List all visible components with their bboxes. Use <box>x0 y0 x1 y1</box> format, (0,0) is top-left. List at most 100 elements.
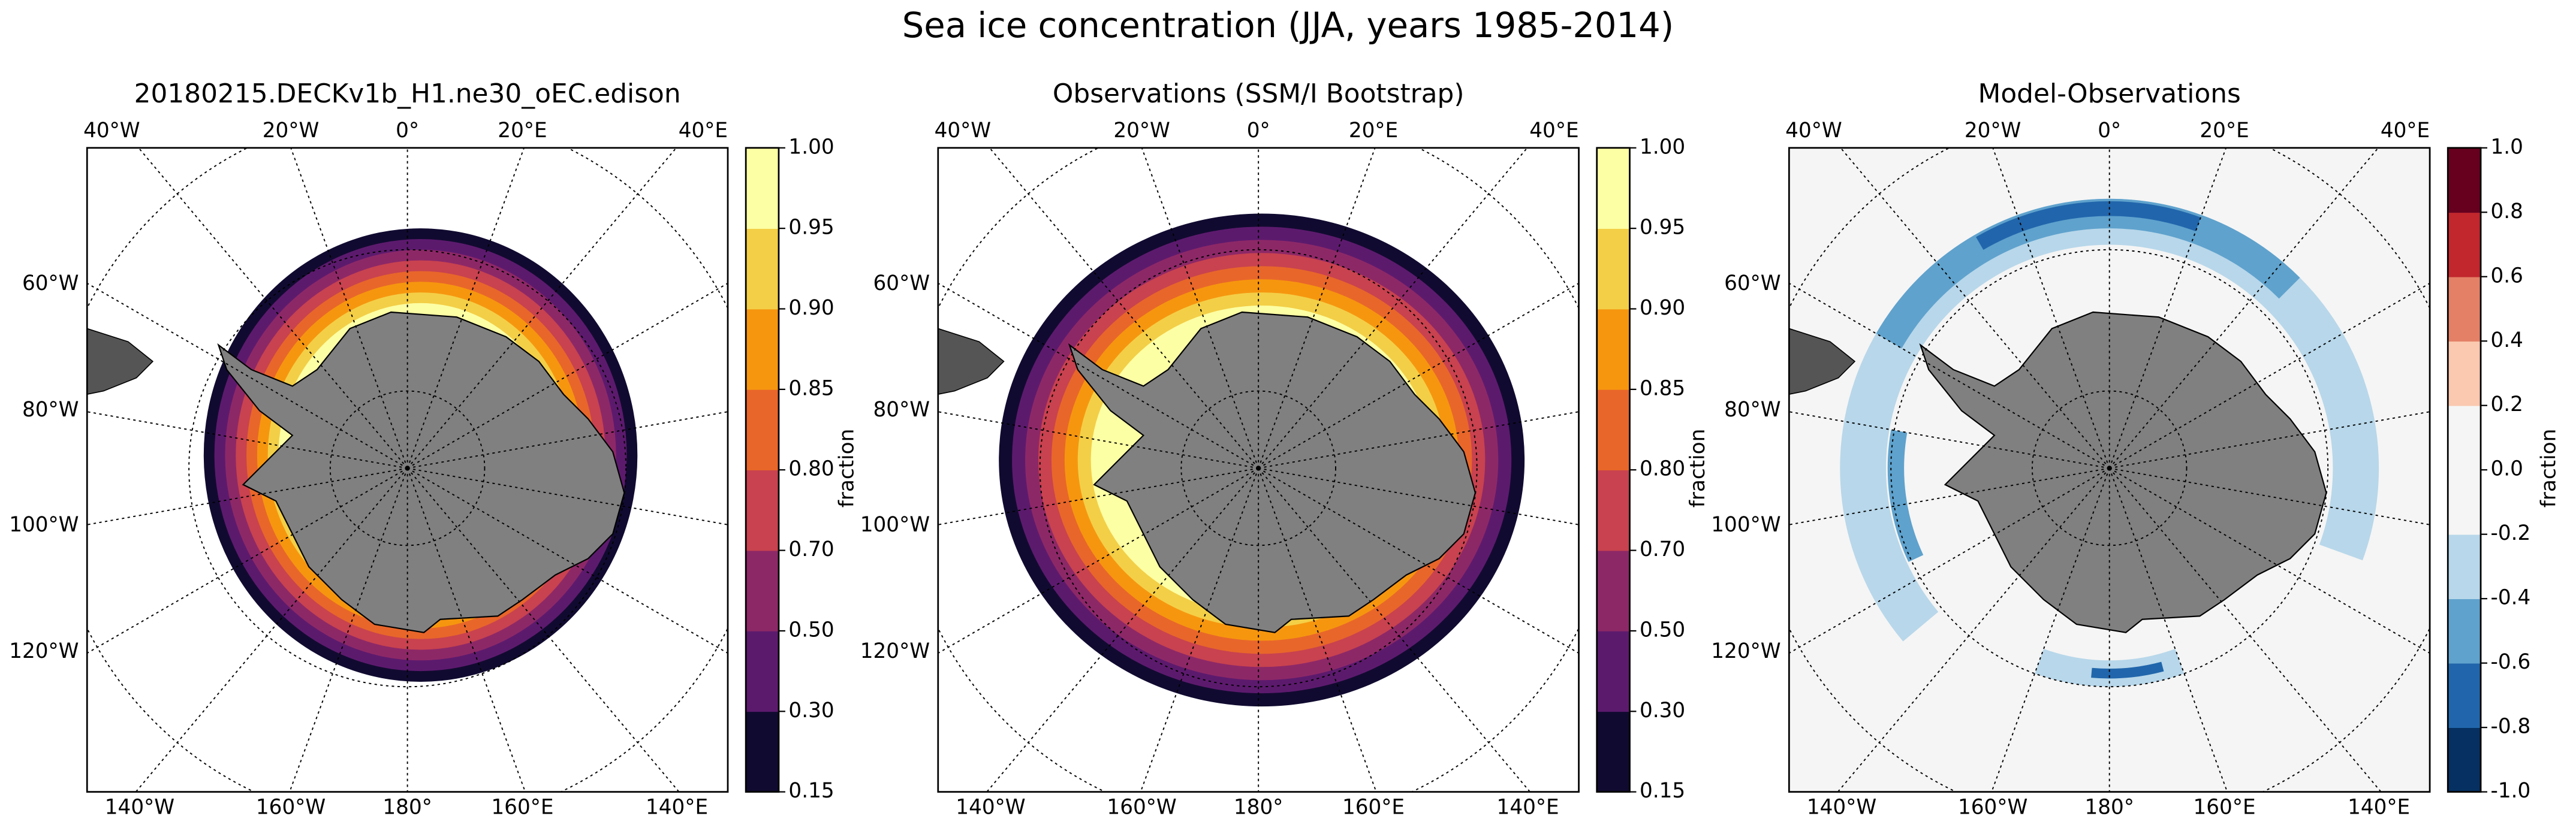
lon-label: 20°E <box>2200 119 2249 143</box>
colorbar-segment <box>2448 534 2481 600</box>
colorbar-tick-label: 0.85 <box>788 376 834 400</box>
colorbar-segment <box>2448 470 2481 535</box>
colorbar-tick-label: 0.6 <box>2490 264 2523 288</box>
colorbar-tick-label: 0.90 <box>788 296 834 320</box>
south-america <box>87 328 154 395</box>
map <box>1789 147 2430 792</box>
anomaly <box>2091 661 2164 679</box>
lon-label: 0° <box>1247 119 1270 143</box>
antarctica <box>217 311 625 633</box>
lon-label: 40°E <box>679 119 728 143</box>
lon-label: 160°E <box>1342 796 1405 820</box>
lon-label: 20°W <box>1113 119 1170 143</box>
lon-label: 120°W <box>9 639 79 663</box>
antarctica <box>1068 311 1477 633</box>
map-frame <box>1788 147 2431 793</box>
colorbar-label: fraction <box>2537 429 2561 508</box>
colorbar-tick-label: 0.4 <box>2490 328 2523 352</box>
lon-label: 20°W <box>1965 119 2021 143</box>
colorbar-segment <box>1596 389 1630 471</box>
colorbar-tick-label: 0.70 <box>1640 537 1685 561</box>
colorbar-tick-label: 0.15 <box>788 779 834 803</box>
lon-label: 120°W <box>860 639 930 663</box>
colorbar-segment <box>746 228 779 310</box>
colorbar-tick-label: 0.15 <box>1640 779 1685 803</box>
colorbar-tick-label: 0.90 <box>1640 296 1685 320</box>
figure-title: Sea ice concentration (JJA, years 1985-2… <box>902 5 1674 46</box>
colorbar-tick-label: 0.0 <box>2490 457 2523 481</box>
panel-title: 20180215.DECKv1b_H1.ne30_oEC.edison <box>134 78 681 109</box>
colorbar-tick-label: -0.6 <box>2490 650 2530 674</box>
colorbar-tick-label: 0.30 <box>1640 699 1685 723</box>
colorbar-segment <box>746 550 779 631</box>
map-frame <box>937 147 1580 793</box>
lon-label: 80°W <box>873 398 930 422</box>
lon-label: 160°E <box>2193 796 2255 820</box>
colorbar-segment <box>2448 405 2481 471</box>
parallel <box>188 249 627 688</box>
colorbar-segment <box>746 711 779 793</box>
lon-label: 180° <box>382 796 432 820</box>
colorbar-segment <box>1596 309 1630 390</box>
lon-label: 100°W <box>860 513 930 537</box>
colorbar-tick-label: -0.2 <box>2490 521 2530 545</box>
colorbar-label: fraction <box>835 429 859 508</box>
colorbar-tick-label: 0.95 <box>788 216 834 240</box>
colorbar-segment <box>1596 228 1630 310</box>
colorbar-tick-label: 0.8 <box>2490 200 2523 223</box>
colorbar-segment <box>2448 599 2481 664</box>
anomaly <box>1976 201 2201 250</box>
lon-label: 140°E <box>1497 796 1559 820</box>
colorbar-segment <box>1596 550 1630 631</box>
lon-label: 40°W <box>83 119 140 143</box>
colorbar-tick-label: 1.00 <box>788 135 834 159</box>
map <box>87 147 728 792</box>
colorbar-segment <box>2448 663 2481 729</box>
lon-label: 140°W <box>956 796 1025 820</box>
colorbar-segment <box>746 470 779 551</box>
colorbar-tick-label: 0.70 <box>788 537 834 561</box>
colorbar-tick-label: 1.00 <box>1640 135 1685 159</box>
lon-label: 160°E <box>491 796 553 820</box>
colorbar-tick-label: 0.95 <box>1640 216 1685 240</box>
parallel <box>1890 249 2329 688</box>
colorbar-tick-label: -0.4 <box>2490 586 2530 610</box>
lon-label: 20°W <box>263 119 320 143</box>
lon-label: 40°W <box>1785 119 1842 143</box>
colorbar-segment <box>746 147 779 229</box>
lon-label: 60°W <box>873 271 930 295</box>
map <box>938 147 1579 792</box>
lon-label: 20°E <box>498 119 547 143</box>
lon-label: 180° <box>2084 796 2134 820</box>
lon-label: 180° <box>1234 796 1283 820</box>
lon-label: 100°W <box>9 513 79 537</box>
south-america <box>938 328 1005 395</box>
colorbar-segment <box>1596 147 1630 229</box>
colorbar-segment <box>746 309 779 390</box>
colorbar-segment <box>1596 470 1630 551</box>
colorbar-segment <box>2448 212 2481 277</box>
colorbar-segment <box>2448 147 2481 213</box>
colorbar-segment <box>2448 727 2481 793</box>
colorbar-segment <box>1596 711 1630 793</box>
lon-label: 0° <box>2098 119 2121 143</box>
panel-title: Observations (SSM/I Bootstrap) <box>1053 78 1465 109</box>
lon-label: 140°W <box>105 796 174 820</box>
lon-label: 60°W <box>1724 271 1781 295</box>
colorbar-label: fraction <box>1686 429 1710 508</box>
lon-label: 140°E <box>646 796 708 820</box>
colorbar-tick-label: 0.30 <box>788 699 834 723</box>
lon-label: 140°W <box>1807 796 1876 820</box>
colorbar-segment <box>746 630 779 712</box>
colorbar-tick-label: 0.80 <box>788 457 834 481</box>
colorbar-tick-label: -0.8 <box>2490 715 2530 739</box>
panel-title: Model-Observations <box>1978 78 2241 109</box>
lon-label: 120°W <box>1711 639 1780 663</box>
lon-label: 40°W <box>935 119 992 143</box>
map-frame <box>86 147 729 793</box>
lon-label: 160°W <box>1107 796 1176 820</box>
lon-label: 100°W <box>1711 513 1780 537</box>
colorbar-tick-label: 1.0 <box>2490 135 2523 159</box>
colorbar-segment <box>1596 630 1630 712</box>
